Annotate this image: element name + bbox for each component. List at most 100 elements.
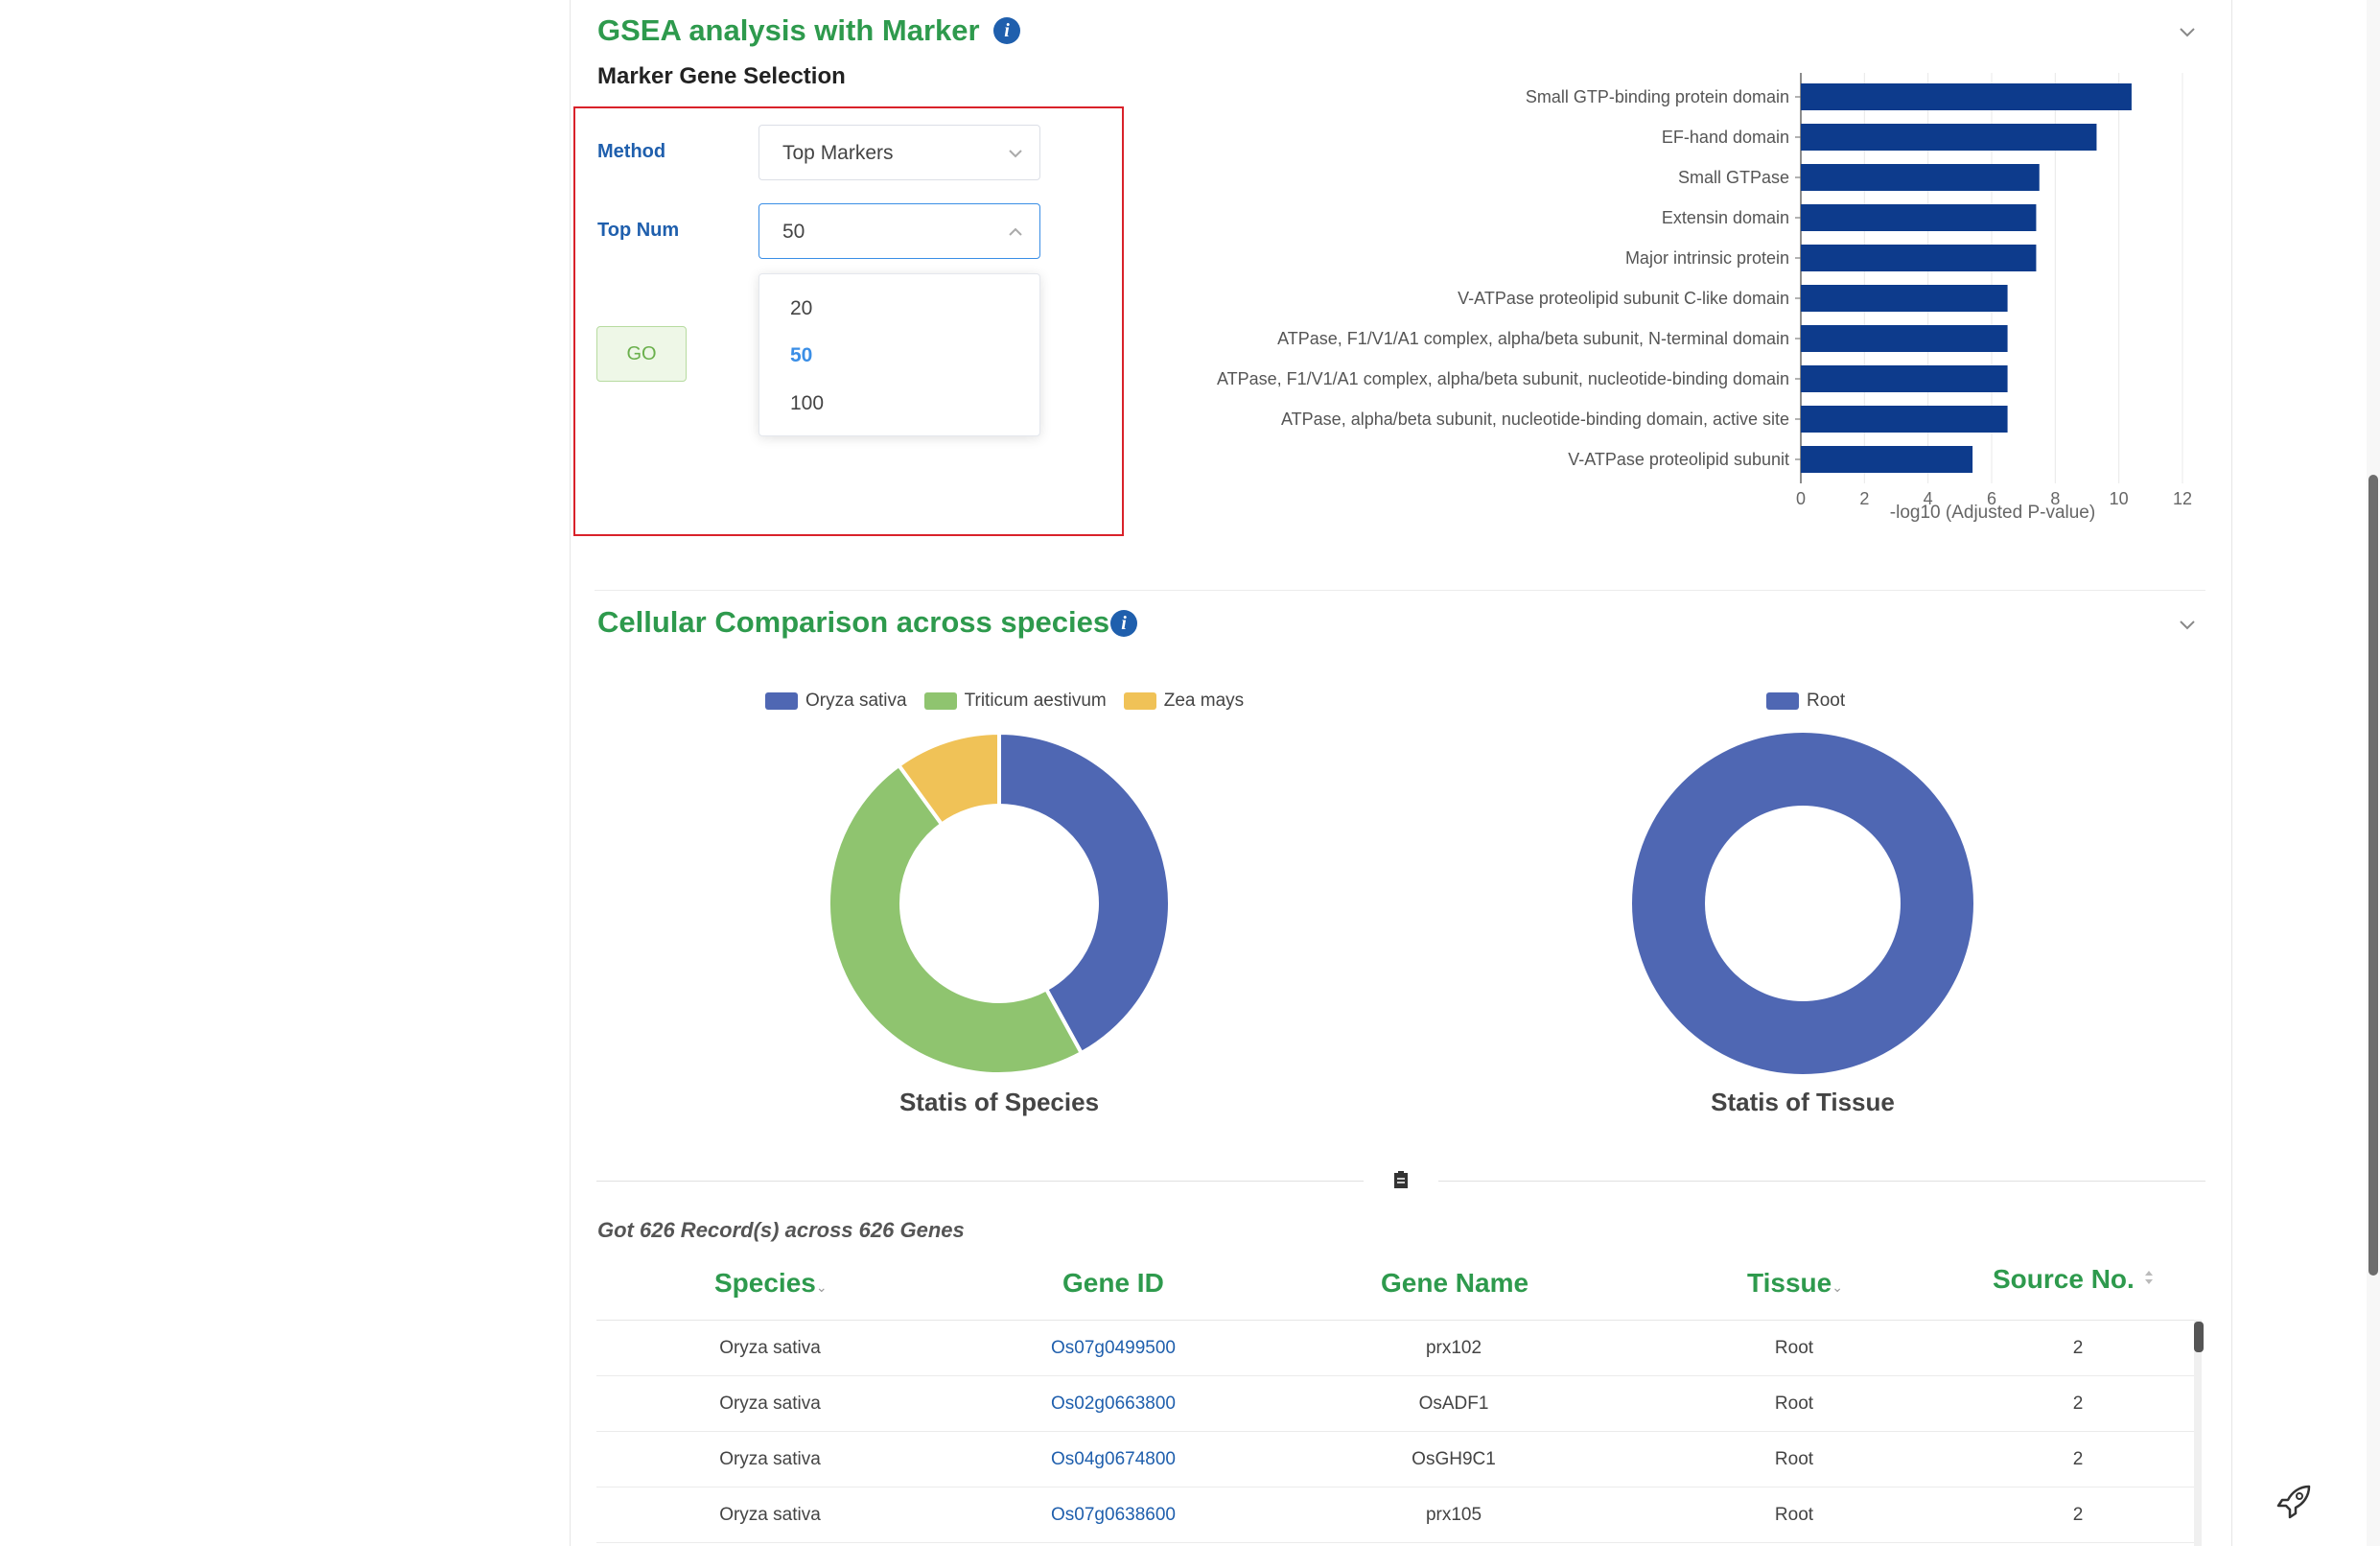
- bar-chart-bar[interactable]: [1801, 406, 2008, 433]
- page-scrollbar-thumb[interactable]: [2368, 475, 2378, 1276]
- topnum-select[interactable]: 50: [758, 203, 1040, 259]
- bar-chart-bar[interactable]: [1801, 285, 2008, 312]
- gene-id-link[interactable]: Os02g0663800: [1051, 1394, 1176, 1414]
- species-chart-caption: Statis of Species: [898, 1088, 1100, 1116]
- column-header-gene-id: Gene ID: [1062, 1268, 1164, 1298]
- bar-chart-category-label: ATPase, F1/V1/A1 complex, alpha/beta sub…: [1217, 369, 1789, 388]
- bar-chart-xlabel: -log10 (Adjusted P-value): [1890, 503, 2095, 523]
- table-cell: 2: [2072, 1449, 2084, 1469]
- bar-chart-bar[interactable]: [1801, 325, 2008, 352]
- bar-chart-category-label: V-ATPase proteolipid subunit: [1568, 450, 1789, 469]
- column-header-tissue[interactable]: Tissue⌄: [1747, 1268, 1843, 1298]
- chevron-down-icon[interactable]: [2175, 612, 2200, 637]
- divider-line: [596, 1181, 1364, 1182]
- bar-chart-bar[interactable]: [1801, 164, 2040, 191]
- topnum-option-100[interactable]: 100: [790, 392, 825, 414]
- table-scrollbar[interactable]: [2194, 1320, 2202, 1546]
- bar-chart-tick-label: 2: [1859, 489, 1869, 508]
- bar-chart-ticks: 0 2 4 6 8 10 12: [1796, 489, 2192, 508]
- records-summary: Got 626 Record(s) across 626 Genes: [597, 1218, 965, 1242]
- table-row: Oryza sativa Os04g0674800 OsGH9C1 Root 2: [596, 1432, 2198, 1487]
- tissue-chart-caption: Statis of Tissue: [1711, 1088, 1895, 1116]
- bar-chart-bar[interactable]: [1801, 124, 2097, 151]
- bar-chart-bar[interactable]: [1801, 83, 2132, 110]
- legend-item-zea[interactable]: Zea mays: [1123, 691, 1244, 712]
- gsea-bar-chart: Small GTP-binding protein domain EF-hand …: [1217, 73, 2192, 523]
- table-cell: Root: [1774, 1449, 1814, 1469]
- donut-slice[interactable]: [1632, 733, 1973, 1074]
- chevron-down-icon[interactable]: [2175, 19, 2200, 44]
- table-scrollbar-thumb[interactable]: [2194, 1322, 2204, 1352]
- donut-slice[interactable]: [827, 762, 1084, 1076]
- bar-chart-bar[interactable]: [1801, 204, 2037, 231]
- bar-chart-category-label: ATPase, F1/V1/A1 complex, alpha/beta sub…: [1277, 329, 1789, 348]
- bar-chart-category-label: ATPase, alpha/beta subunit, nucleotide-b…: [1281, 410, 1789, 429]
- column-header-gene-name: Gene Name: [1381, 1268, 1529, 1298]
- bar-chart-tick-label: 12: [2173, 489, 2192, 508]
- bar-chart-tick-label: 6: [1987, 489, 1996, 508]
- sort-icon[interactable]: [2142, 1267, 2156, 1288]
- bar-chart-category-label: Major intrinsic protein: [1625, 248, 1789, 268]
- go-button[interactable]: GO: [596, 326, 687, 382]
- info-icon[interactable]: i: [993, 17, 1020, 44]
- table-cell: Oryza sativa: [719, 1449, 821, 1469]
- divider-line: [1438, 1181, 2205, 1182]
- info-icon[interactable]: i: [1110, 610, 1137, 637]
- table-cell: prx102: [1425, 1338, 1482, 1358]
- table-cell: Oryza sativa: [719, 1338, 821, 1358]
- donut-slice[interactable]: [997, 731, 1172, 1055]
- topnum-label: Top Num: [597, 220, 680, 241]
- highlight-box: [573, 106, 1124, 536]
- gene-id-link[interactable]: Os04g0674800: [1051, 1449, 1176, 1469]
- topnum-option-50[interactable]: 50: [790, 344, 813, 366]
- topnum-select-value: 50: [782, 221, 805, 243]
- table-cell: OsGH9C1: [1412, 1449, 1496, 1469]
- bar-chart-category-label: Small GTP-binding protein domain: [1526, 87, 1789, 106]
- gsea-section-title: GSEA analysis with Marker: [597, 13, 980, 47]
- table-cell: Oryza sativa: [719, 1394, 821, 1414]
- table-cell: prx105: [1425, 1505, 1482, 1525]
- table-row: Oryza sativa Os02g0663800 OsADF1 Root 2: [596, 1376, 2198, 1432]
- column-header-species[interactable]: Species⌄: [714, 1268, 828, 1298]
- marker-gene-selection-heading: Marker Gene Selection: [597, 63, 846, 89]
- legend-item-root[interactable]: Root: [1766, 691, 1845, 712]
- table-row: Oryza sativa Os07g0499500 prx102 Root 2: [596, 1321, 2198, 1376]
- comparison-section-title: Cellular Comparison across species: [597, 605, 1110, 639]
- bar-chart-category-label: V-ATPase proteolipid subunit C-like doma…: [1458, 289, 1789, 308]
- bar-chart-category-label: EF-hand domain: [1662, 128, 1789, 147]
- method-select-value: Top Markers: [782, 142, 894, 164]
- table-cell: Root: [1774, 1338, 1814, 1358]
- gene-id-link[interactable]: Os07g0499500: [1051, 1338, 1176, 1358]
- bar-chart-tick-label: 4: [1924, 489, 1933, 508]
- topnum-option-20[interactable]: 20: [790, 297, 813, 319]
- bar-chart-category-label: Small GTPase: [1678, 168, 1789, 187]
- gene-id-link[interactable]: Os07g0638600: [1051, 1505, 1176, 1525]
- method-select[interactable]: Top Markers: [758, 125, 1040, 180]
- column-header-source-no[interactable]: Source No.: [1993, 1264, 2156, 1295]
- bar-chart-bars: [1801, 83, 2132, 473]
- bar-chart-category-label: Extensin domain: [1662, 208, 1789, 227]
- legend-item-oryza[interactable]: Oryza sativa: [765, 691, 907, 712]
- species-legend: Oryza sativa Triticum aestivum Zea mays: [765, 691, 1261, 712]
- clipboard-icon[interactable]: [1392, 1170, 1410, 1189]
- section-divider: [595, 590, 2205, 591]
- table-cell: 2: [2072, 1505, 2084, 1525]
- table-cell: 2: [2072, 1338, 2084, 1358]
- legend-item-triticum[interactable]: Triticum aestivum: [923, 691, 1107, 712]
- tissue-donut-chart: [1632, 733, 1973, 1074]
- bar-chart-tick-label: 8: [2050, 489, 2060, 508]
- rocket-icon[interactable]: [2273, 1481, 2315, 1523]
- table-cell: Root: [1774, 1505, 1814, 1525]
- bar-chart-bar[interactable]: [1801, 446, 1973, 473]
- table-cell: Root: [1774, 1394, 1814, 1414]
- method-label: Method: [597, 141, 666, 162]
- topnum-dropdown: 20 50 100: [758, 273, 1040, 436]
- donut-slice[interactable]: [897, 731, 1001, 827]
- tissue-legend: Root: [1766, 691, 1862, 712]
- bar-chart-categories: Small GTP-binding protein domain EF-hand …: [1217, 87, 1789, 469]
- bar-chart-bar[interactable]: [1801, 365, 2008, 392]
- chevron-down-icon: [1009, 150, 1022, 158]
- table-cell: Oryza sativa: [719, 1505, 821, 1525]
- bar-chart-bar[interactable]: [1801, 245, 2037, 271]
